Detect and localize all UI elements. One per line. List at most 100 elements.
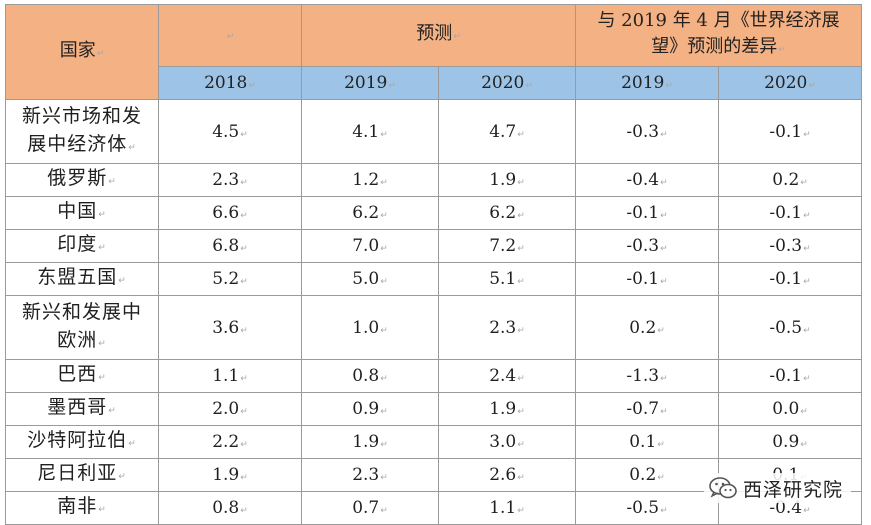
difference-header-line1: 与 2019 年 4 月《世界经济展 (597, 10, 840, 31)
cell-value: -0.4 (769, 498, 803, 518)
country-cell: 俄罗斯↵ (5, 163, 159, 197)
cell-value: 5.0 (352, 269, 380, 289)
cell-value: 5.2 (212, 269, 240, 289)
country-name: 沙特阿拉伯 (27, 429, 128, 451)
paragraph-mark: ↵ (800, 407, 808, 417)
year-header-diff-2019: 2019↵ (575, 66, 720, 100)
paragraph-mark: ↵ (517, 506, 525, 516)
value-cell: 1.9↵ (158, 458, 302, 492)
paragraph-mark: ↵ (660, 244, 668, 254)
value-cell: -0.1↵ (575, 262, 720, 296)
table-row: 南非↵ 0.8↵ 0.7↵ 1.1↵ -0.5↵ -0.4↵ (5, 491, 863, 525)
cell-value: -0.3 (626, 121, 660, 142)
year-label: 2018 (204, 73, 248, 93)
value-cell: 1.0↵ (301, 295, 439, 360)
country-name: 欧洲 (57, 328, 98, 351)
value-cell: -1.3↵ (575, 359, 720, 393)
paragraph-mark: ↵ (240, 407, 248, 417)
cell-value: 0.2 (629, 317, 657, 338)
cell-value: 6.8 (212, 236, 240, 256)
paragraph-mark: ↵ (98, 243, 107, 253)
year-label: 2020 (764, 73, 808, 93)
cell-value: -0.1 (769, 366, 803, 386)
value-cell: 1.1↵ (437, 491, 577, 525)
paragraph-mark: ↵ (665, 81, 673, 91)
cell-value: 0.9 (352, 399, 380, 419)
value-cell: 2.3↵ (301, 458, 439, 492)
forecast-header: 预测↵ (300, 4, 577, 67)
paragraph-mark: ↵ (240, 473, 248, 483)
cell-value: 1.0 (352, 317, 380, 338)
country-name: 新兴和发展中 (21, 300, 142, 323)
paragraph-mark: ↵ (803, 129, 811, 140)
country-name: 新兴市场和发 (21, 104, 142, 127)
paragraph-mark: ↵ (240, 506, 248, 516)
value-cell: 4.5↵ (158, 99, 302, 164)
cell-value: 2.2 (212, 432, 240, 452)
paragraph-mark: ↵ (803, 374, 811, 384)
paragraph-mark: ↵ (800, 178, 808, 188)
paragraph-mark: ↵ (108, 177, 117, 187)
table-row: 巴西↵ 1.1↵ 0.8↵ 2.4↵ -1.3↵ -0.1↵ (5, 359, 863, 393)
country-cell: 新兴和发展中欧洲↵ (5, 295, 159, 360)
cell-value: 1.2 (352, 170, 380, 190)
forecast-table-container: 国家 ↵ ↵ 预测↵ 与 2019 年 4 月《世界经济展 望》预测的差异↵ 20… (5, 4, 863, 525)
country-cell: 墨西哥↵ (5, 392, 159, 426)
paragraph-mark: ↵ (657, 325, 665, 336)
paragraph-mark: ↵ (98, 338, 107, 349)
cell-value: 0.2 (629, 465, 657, 485)
cell-value: -0.3 (626, 236, 660, 256)
cell-value: 0.1 (629, 432, 657, 452)
cell-value: 0.0 (772, 399, 800, 419)
table-row: 新兴和发展中 欧洲↵ 3.6↵ 1.0↵ 2.3↵ 0.2↵ -0.5↵ (5, 295, 863, 360)
cell-value: 3.6 (212, 317, 240, 338)
cell-value: 2.3 (212, 170, 240, 190)
paragraph-mark: ↵ (98, 210, 107, 220)
cell-value: 1.9 (489, 170, 517, 190)
cell-value: 2.3 (489, 317, 517, 338)
value-cell: -0.1↵ (575, 196, 720, 230)
year-label: 2020 (481, 73, 525, 93)
country-header-label: 国家 (59, 39, 96, 61)
paragraph-mark: ↵ (380, 211, 388, 221)
value-cell: 2.3↵ (158, 163, 302, 197)
value-cell: -0.5↵ (718, 295, 863, 360)
value-cell: -0.1↵ (718, 196, 863, 230)
paragraph-mark: ↵ (517, 374, 525, 384)
paragraph-mark: ↵ (803, 506, 811, 516)
value-cell: 1.9↵ (437, 392, 577, 426)
value-cell: 0.8↵ (158, 491, 302, 525)
paragraph-mark: ↵ (380, 374, 388, 384)
cell-value: 1.1 (212, 366, 240, 386)
cell-value: 0.2 (772, 170, 800, 190)
watermark-text: 西泽研究院 (743, 478, 844, 501)
table-row: 东盟五国↵ 5.2↵ 5.0↵ 5.1↵ -0.1↵ -0.1↵ (5, 262, 863, 296)
value-cell: 0.0↵ (718, 392, 863, 426)
cell-value: -0.1 (769, 121, 803, 142)
paragraph-mark: ↵ (248, 81, 256, 91)
paragraph-mark: ↵ (657, 440, 665, 450)
value-cell: 1.9↵ (301, 425, 439, 459)
country-name: 巴西 (57, 363, 98, 385)
cell-value: -0.5 (769, 317, 803, 338)
difference-header: 与 2019 年 4 月《世界经济展 望》预测的差异↵ (575, 4, 863, 67)
value-cell: 5.1↵ (437, 262, 577, 296)
cell-value: 0.8 (212, 498, 240, 518)
paragraph-mark: ↵ (240, 440, 248, 450)
paragraph-mark: ↵ (660, 129, 668, 140)
value-cell: 1.9↵ (437, 163, 577, 197)
value-cell: -0.3↵ (575, 99, 720, 164)
country-cell: 南非↵ (5, 491, 159, 525)
paragraph-mark: ↵ (380, 325, 388, 336)
paragraph-mark: ↵ (240, 178, 248, 188)
table-body: 新兴市场和发 展中经济体↵ 4.5↵ 4.1↵ 4.7↵ -0.3↵ -0.1↵ 俄罗斯↵ 2.… (5, 99, 863, 525)
paragraph-mark: ↵ (517, 178, 525, 188)
wechat-icon (709, 477, 737, 499)
paragraph-mark: ↵ (517, 211, 525, 221)
paragraph-mark: ↵ (517, 407, 525, 417)
country-name: 俄罗斯 (47, 167, 108, 189)
paragraph-mark: ↵ (240, 129, 248, 140)
year-header-forecast-2019: 2019↵ (301, 66, 439, 100)
cell-value: 0.7 (352, 498, 380, 518)
country-cell: 沙特阿拉伯↵ (5, 425, 159, 459)
